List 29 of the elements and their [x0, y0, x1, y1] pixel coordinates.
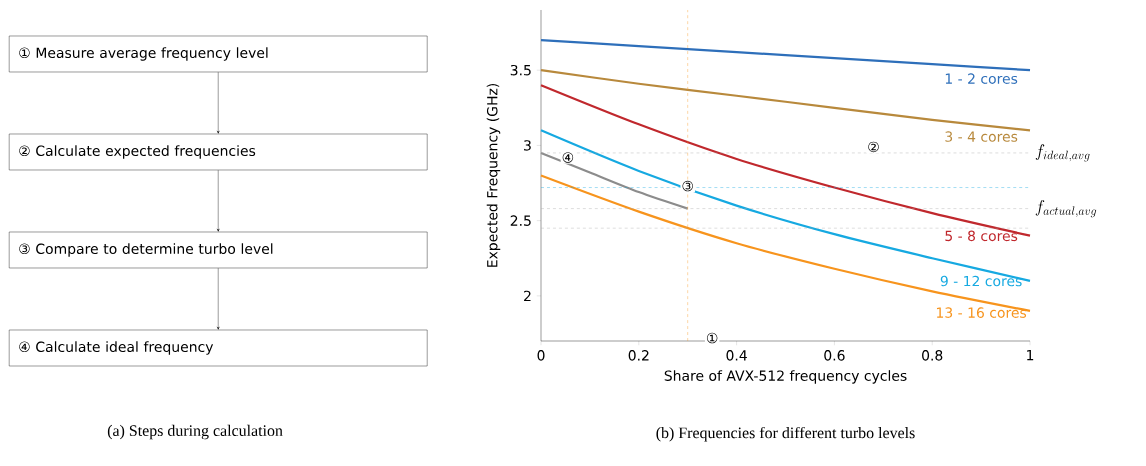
text: (a) Steps during calculation [107, 424, 283, 440]
text: ④ Calculate ideal frequency [19, 341, 214, 355]
annotation: ② [868, 141, 879, 153]
y-tick-label: 3.5 [510, 64, 531, 76]
x-tick-label: 0.6 [824, 350, 845, 361]
x-tick-label: 0.4 [726, 350, 747, 361]
series-label: 5 - 8 cores [945, 230, 1018, 242]
x-tick-label: 0.2 [628, 350, 649, 361]
x-tick-label: 1 [1027, 350, 1034, 361]
y-tick-label: 2.5 [510, 215, 531, 226]
x-tick-label: 0 [537, 350, 545, 361]
y-tick-label: 3 [524, 140, 531, 151]
series-label: 3 - 4 cores [945, 131, 1018, 142]
series-label: 9 - 12 cores [940, 275, 1022, 287]
series-label: 13 - 16 cores [936, 307, 1027, 318]
annotation: ③ [682, 180, 693, 192]
y-tick-label: 2 [524, 290, 531, 302]
annotation: ① [706, 332, 718, 344]
ref-line-label: $f_{ideal,avg}$ [1035, 144, 1090, 162]
annotation: ④ [562, 152, 574, 163]
text: (b) Frequencies for different turbo levels [656, 426, 915, 442]
y-axis-title: Expected Frequency (GHz) [486, 83, 501, 267]
text: ② Calculate expected frequencies [19, 145, 256, 159]
text: ① Measure average frequency level [19, 47, 268, 61]
x-tick-label: 0.8 [922, 350, 943, 361]
series-label: 1 - 2 cores [945, 73, 1018, 84]
x-axis-title: Share of AVX-512 frequency cycles [664, 370, 907, 384]
text: ③ Compare to determine turbo level [19, 243, 273, 257]
ref-line-label: $f_{actual,avg}$ [1035, 200, 1097, 218]
